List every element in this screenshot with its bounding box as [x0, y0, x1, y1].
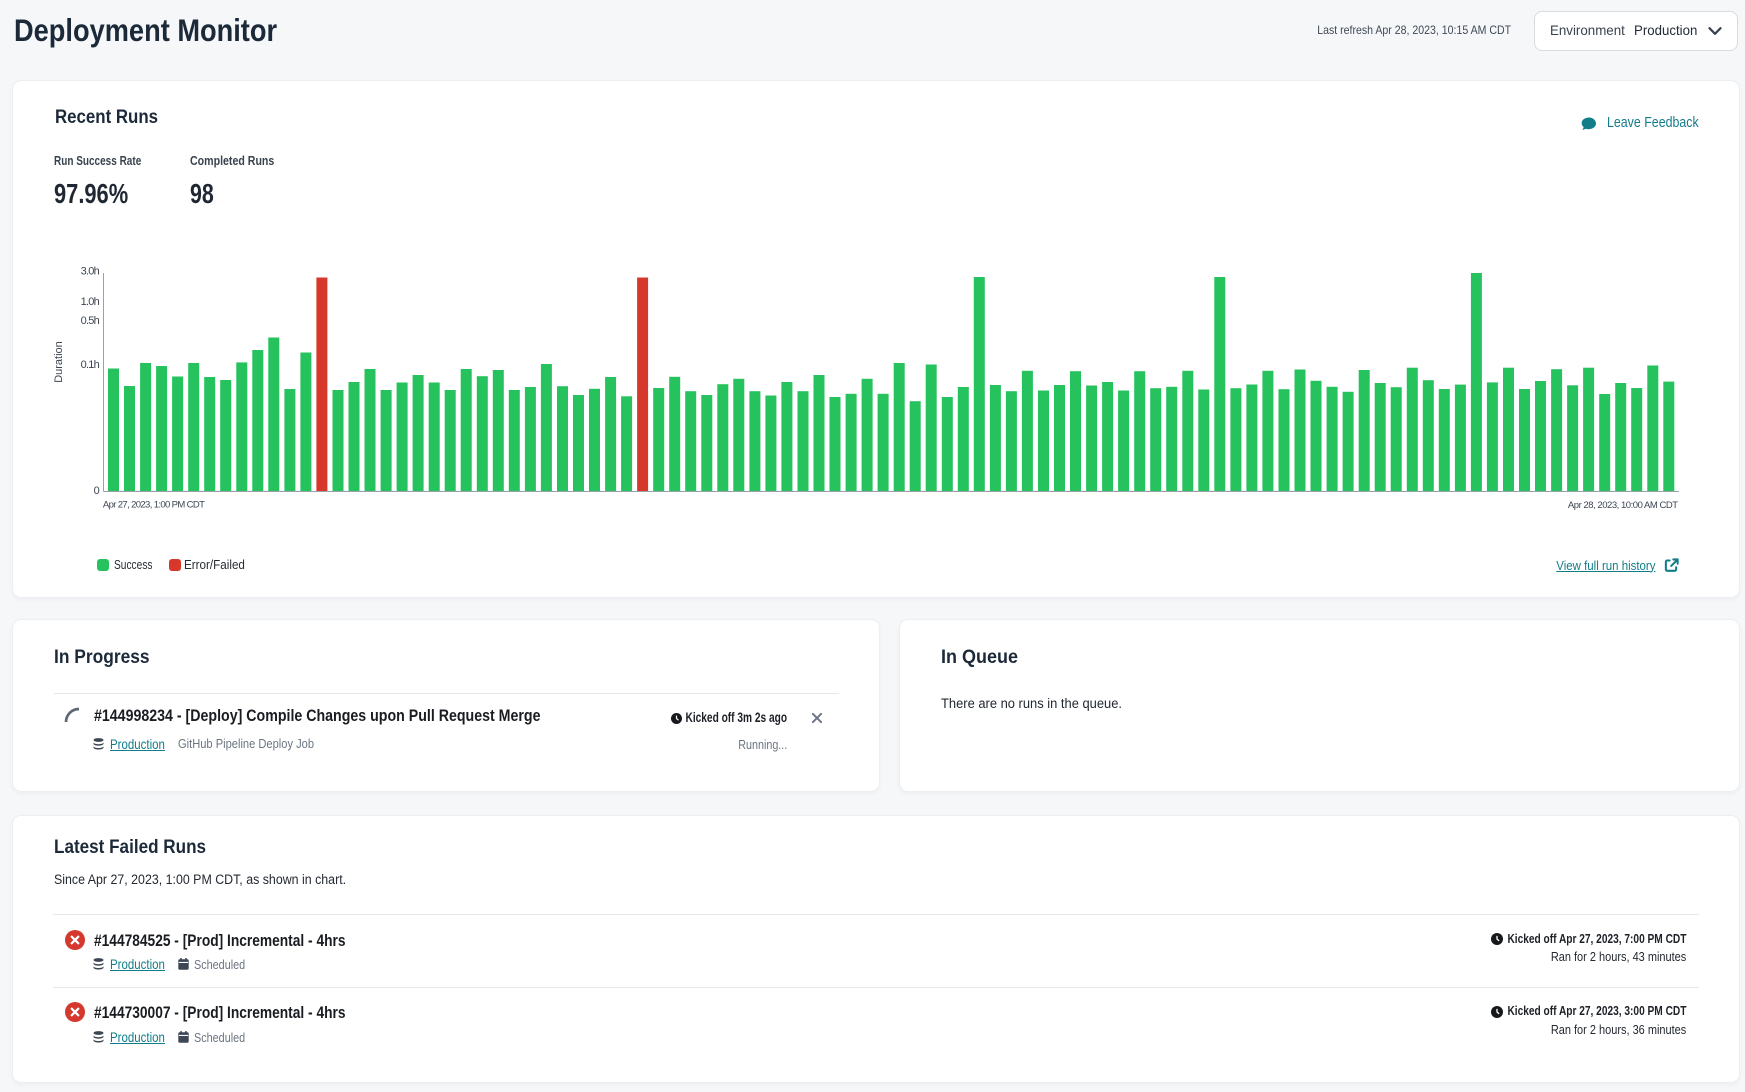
svg-text:0: 0: [94, 485, 100, 497]
svg-text:3.0h: 3.0h: [81, 265, 100, 277]
svg-text:Apr 27, 2023, 1:00 PM CDT: Apr 27, 2023, 1:00 PM CDT: [103, 500, 205, 511]
svg-text:0.1h: 0.1h: [81, 359, 100, 371]
svg-text:Duration: Duration: [53, 341, 65, 383]
svg-text:1.0h: 1.0h: [81, 296, 100, 308]
svg-text:Apr 28, 2023, 10:00 AM CDT: Apr 28, 2023, 10:00 AM CDT: [1568, 500, 1678, 511]
svg-text:0.5h: 0.5h: [81, 315, 100, 327]
